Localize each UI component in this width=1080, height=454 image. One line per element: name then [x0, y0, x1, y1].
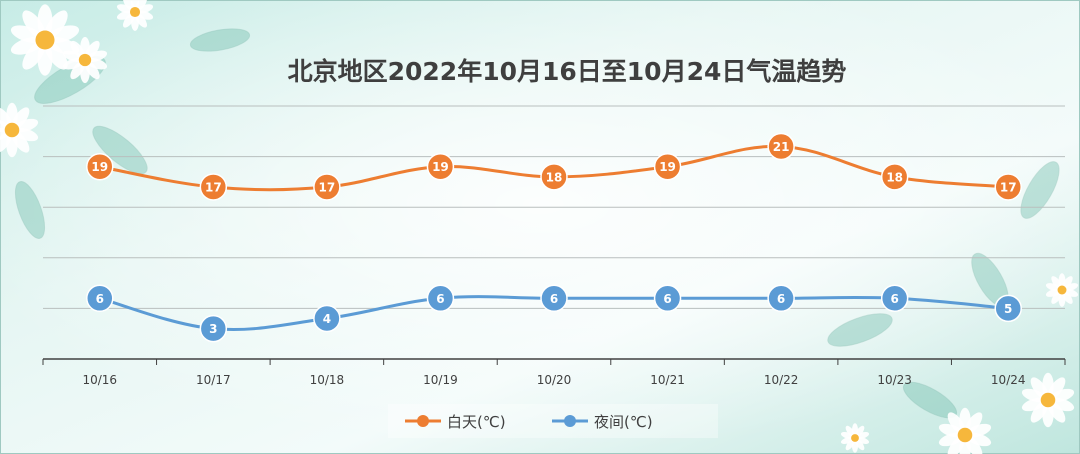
data-label: 17 — [1000, 180, 1017, 194]
data-label: 4 — [323, 312, 331, 326]
leaf-decoration — [14, 181, 46, 239]
x-tick-label: 10/17 — [196, 373, 231, 387]
legend-item: 白天(℃) — [405, 413, 506, 431]
x-tick-label: 10/16 — [82, 373, 117, 387]
data-label: 6 — [777, 292, 785, 306]
data-label: 5 — [1004, 302, 1012, 316]
data-point — [653, 284, 682, 313]
grid-lines — [43, 105, 1065, 309]
x-axis: 10/16 10/17 10/18 10/19 10/20 10/21 10/22 10/23… — [42, 358, 1066, 387]
data-point — [994, 173, 1022, 201]
data-point — [313, 304, 341, 333]
data-label: 19 — [91, 160, 108, 174]
data-label: 6 — [550, 292, 558, 306]
data-point — [199, 173, 228, 201]
data-point — [767, 284, 795, 313]
x-tick-label: 10/23 — [877, 373, 912, 387]
data-point — [313, 173, 341, 201]
leaf-decoration — [1020, 161, 1060, 219]
data-point — [426, 152, 455, 181]
data-point — [86, 284, 114, 313]
data-label: 18 — [886, 170, 903, 184]
data-point — [540, 163, 568, 191]
x-tick-label: 10/19 — [423, 373, 458, 387]
flower-decoration — [938, 407, 992, 454]
data-label: 6 — [96, 292, 104, 306]
data-point — [994, 294, 1022, 323]
data-label: 3 — [209, 322, 217, 336]
data-point — [653, 152, 682, 181]
flower-decoration — [0, 102, 39, 158]
flower-decoration — [1045, 273, 1079, 307]
data-label: 17 — [205, 180, 222, 194]
x-tick-label: 10/18 — [310, 373, 345, 387]
series-points: 19 17 17 19 18 19 21 18 17 6 3 4 6 6 6 6 6 5 — [86, 132, 1022, 343]
data-label: 17 — [319, 180, 336, 194]
chart-title: 北京地区2022年10月16日至10月24日气温趋势 — [288, 57, 847, 86]
flower-decoration — [10, 4, 80, 76]
data-point — [880, 284, 909, 313]
legend-item: 夜间(℃) — [552, 413, 653, 431]
legend-label: 白天(℃) — [447, 413, 506, 431]
leaf-decoration — [189, 28, 251, 52]
legend: 白天(℃) 夜间(℃) — [388, 404, 718, 438]
flower-decoration — [116, 0, 154, 31]
leaf-decoration — [827, 313, 893, 347]
data-point — [767, 132, 795, 161]
flower-decoration — [1021, 372, 1075, 428]
data-label: 18 — [546, 170, 563, 184]
data-label: 19 — [432, 160, 449, 174]
data-label: 19 — [659, 160, 676, 174]
legend-label: 夜间(℃) — [594, 413, 653, 431]
x-tick-label: 10/21 — [650, 373, 685, 387]
legend-marker — [417, 415, 429, 427]
leaf-decoration — [92, 125, 148, 175]
legend-marker — [564, 415, 576, 427]
data-point — [880, 163, 909, 191]
data-label: 6 — [663, 292, 671, 306]
flower-decoration — [62, 36, 108, 84]
data-label: 6 — [890, 292, 898, 306]
x-tick-label: 10/22 — [764, 373, 799, 387]
x-tick-label: 10/24 — [991, 373, 1026, 387]
data-point — [540, 284, 568, 313]
data-point — [199, 314, 228, 343]
data-point — [426, 284, 455, 313]
x-tick-label: 10/20 — [537, 373, 572, 387]
data-point — [86, 152, 114, 181]
data-label: 6 — [436, 292, 444, 306]
data-label: 21 — [773, 140, 790, 154]
flower-decoration — [840, 423, 870, 453]
